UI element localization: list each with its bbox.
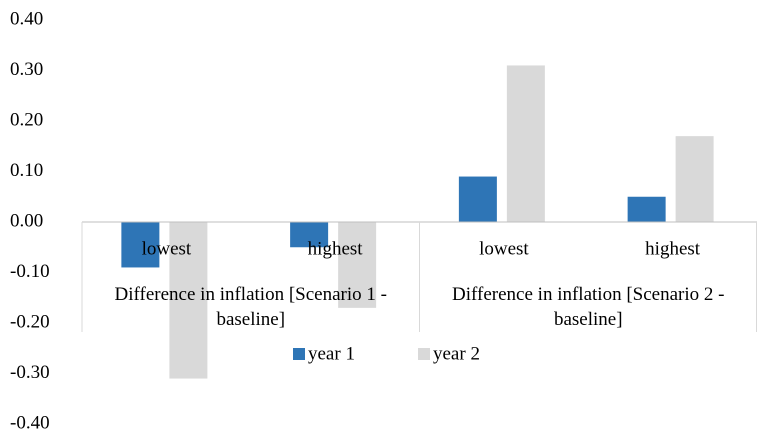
x-tick-label: lowest [142, 238, 192, 259]
bar [169, 222, 208, 379]
bar [506, 65, 545, 222]
y-tick-label: 0.20 [10, 109, 43, 130]
y-tick-label: -0.40 [10, 412, 50, 430]
legend-swatch [293, 348, 305, 360]
category-group-label: Difference in inflation [Scenario 2 - ba… [452, 284, 725, 330]
x-tick-label: highest [308, 238, 364, 259]
bar [458, 176, 497, 222]
category-group-label: Difference in inflation [Scenario 1 - ba… [114, 284, 387, 330]
x-tick-label: highest [645, 238, 701, 259]
legend-label: year 1 [308, 343, 355, 364]
y-tick-label: 0.30 [10, 59, 43, 80]
y-tick-label: 0.40 [10, 8, 43, 29]
y-tick-label: -0.20 [10, 311, 50, 332]
y-tick-label: 0.00 [10, 210, 43, 231]
bar [121, 222, 160, 268]
y-tick-label: 0.10 [10, 160, 43, 181]
bar [290, 222, 329, 248]
legend-label: year 2 [433, 343, 480, 364]
bar [627, 196, 666, 222]
y-tick-label: -0.10 [10, 261, 50, 282]
bar [338, 222, 377, 308]
x-tick-label: lowest [479, 238, 529, 259]
bar [675, 136, 714, 222]
legend-swatch [418, 348, 430, 360]
y-tick-label: -0.30 [10, 362, 50, 383]
